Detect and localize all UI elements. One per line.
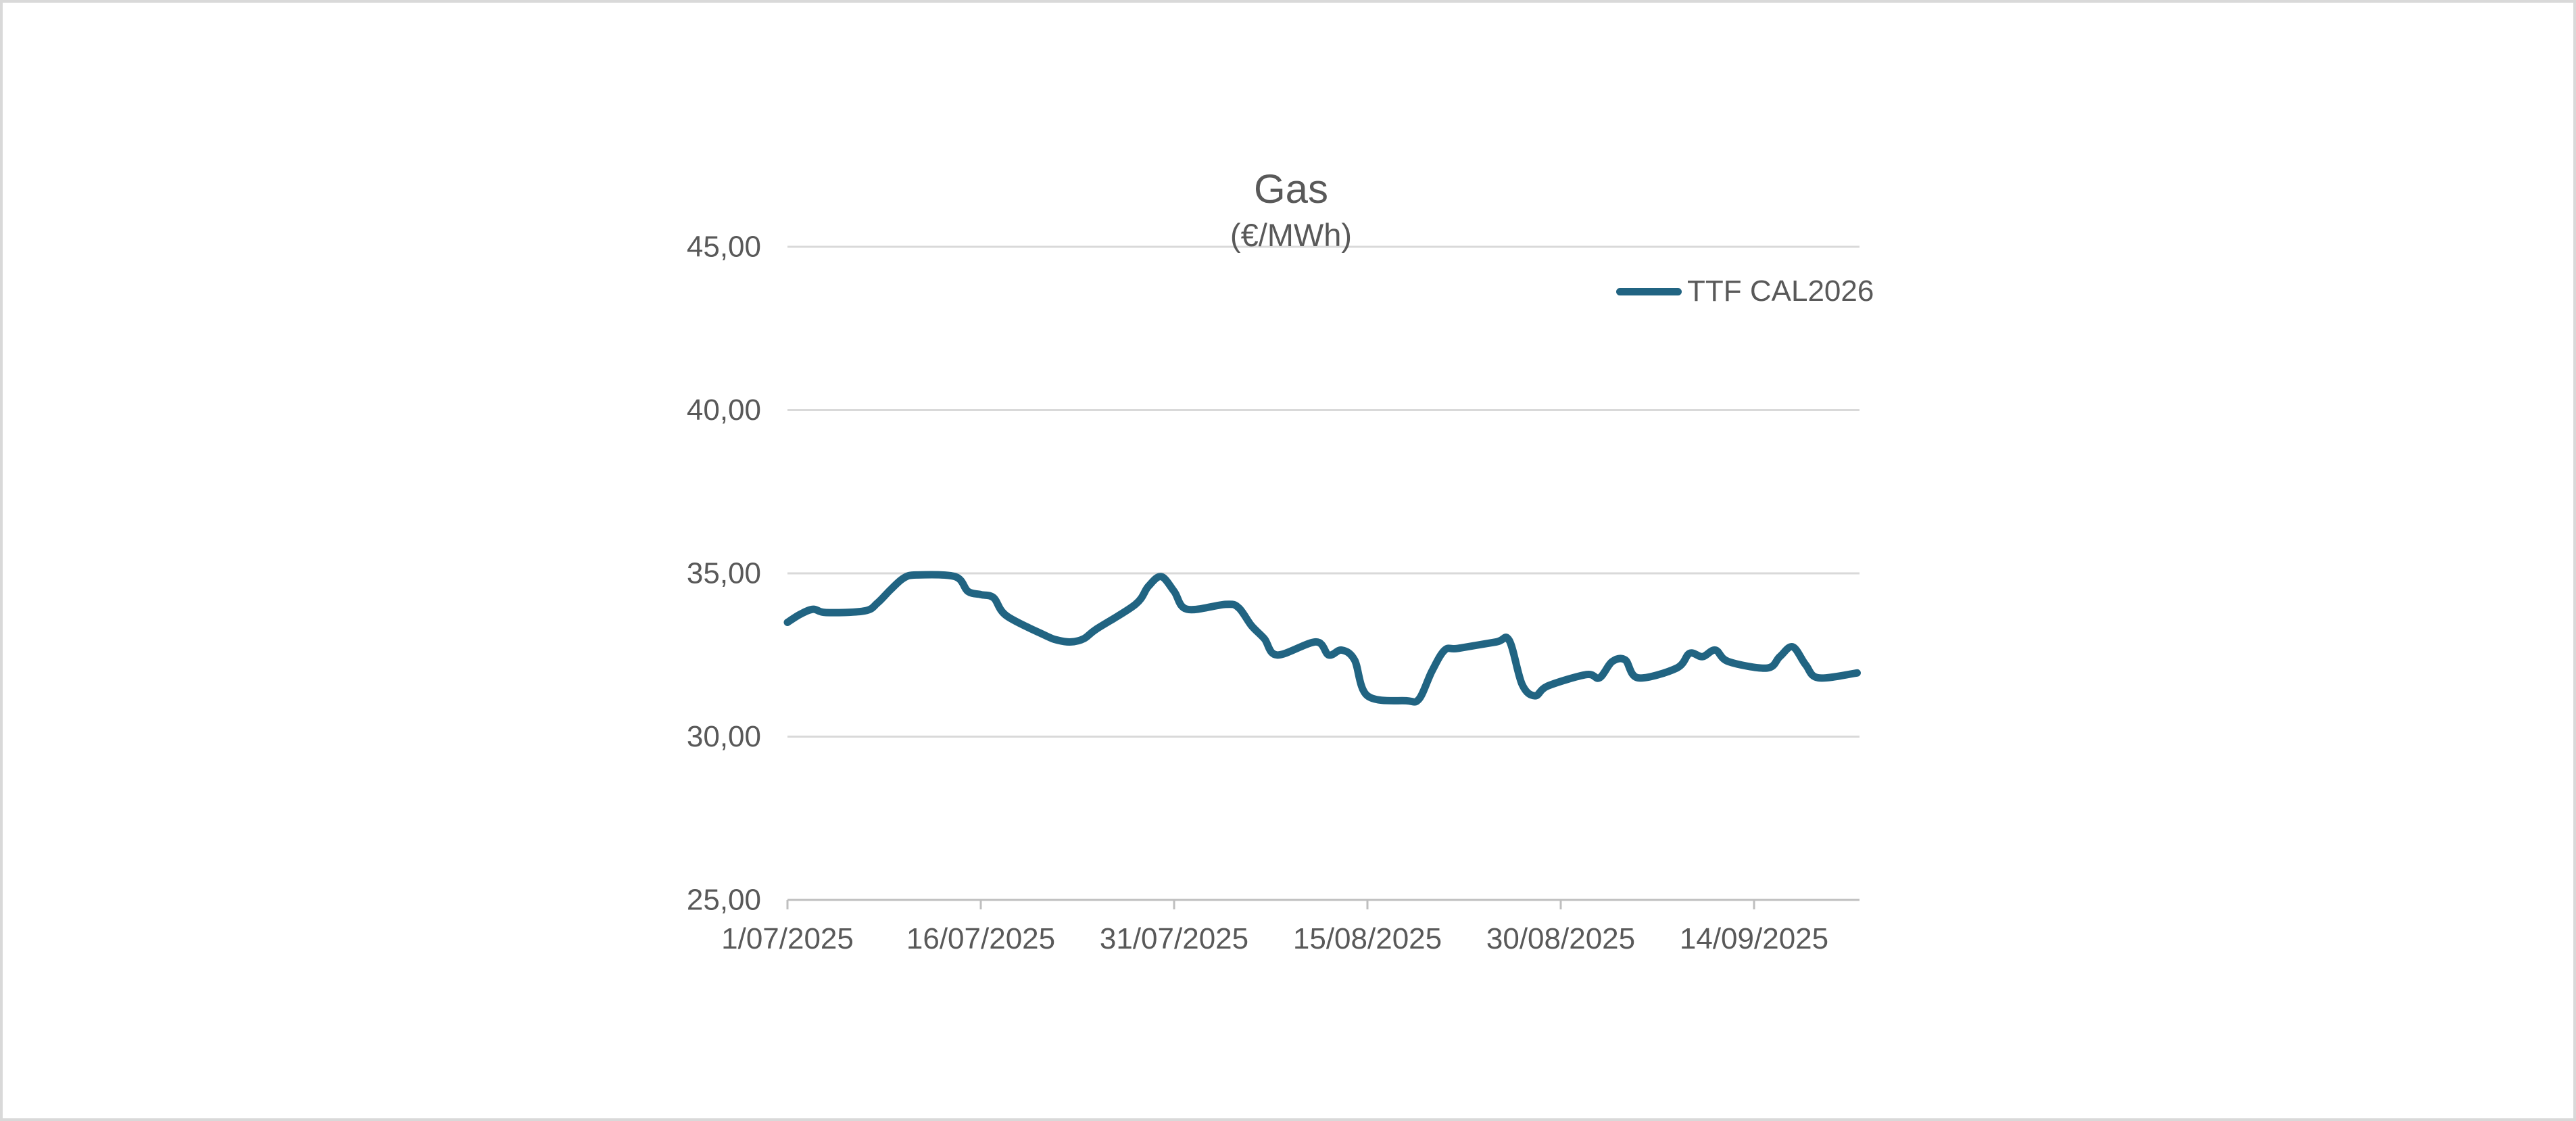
- chart-title: Gas: [1253, 166, 1329, 212]
- x-tick-label: 30/08/2025: [1486, 922, 1635, 955]
- legend-label: TTF CAL2026: [1687, 275, 1874, 308]
- y-tick-label: 45,00: [687, 231, 761, 264]
- x-tick-label: 1/07/2025: [721, 922, 854, 955]
- y-tick-label: 40,00: [687, 393, 761, 427]
- chart-plot: 45,00 40,00 35,00 30,00 25,00 1/07/2025 16/07/…: [687, 231, 1861, 955]
- x-tick-label: 15/08/2025: [1293, 922, 1442, 955]
- x-tick-label: 31/07/2025: [1100, 922, 1248, 955]
- legend: TTF CAL2026: [1616, 275, 1874, 308]
- x-tick-label: 14/09/2025: [1680, 922, 1828, 955]
- chart-subtitle: (€/MWh): [1230, 217, 1353, 253]
- y-tick-label: 25,00: [687, 884, 761, 917]
- y-tick-label: 30,00: [687, 720, 761, 753]
- y-tick-label: 35,00: [687, 557, 761, 590]
- series-line-ttf-cal2026: [783, 571, 1861, 706]
- x-tick-label: 16/07/2025: [906, 922, 1055, 955]
- legend-line-swatch: [1616, 287, 1682, 295]
